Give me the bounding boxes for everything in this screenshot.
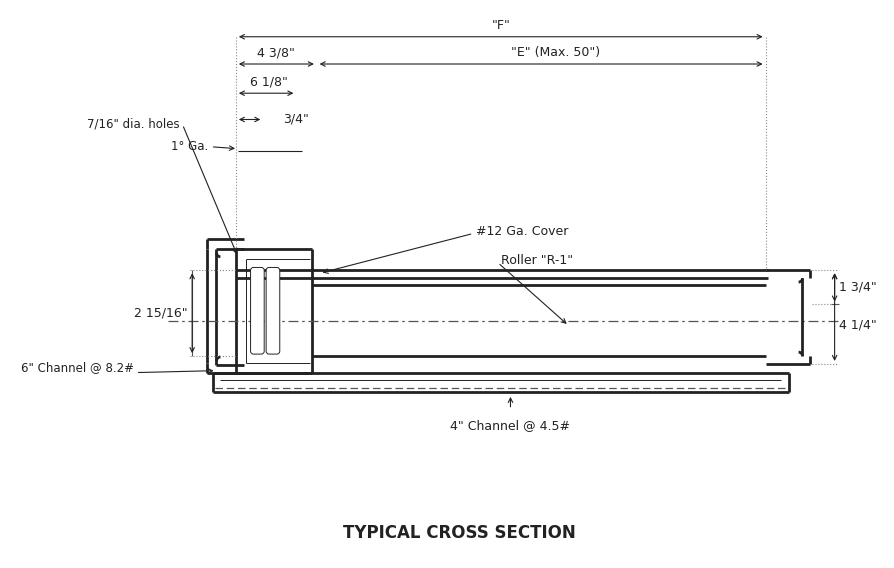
Text: 2 15/16": 2 15/16" [134,307,187,320]
Text: 6 1/8": 6 1/8" [250,76,288,89]
Text: 1 3/4": 1 3/4" [839,281,877,294]
Text: 3/4": 3/4" [283,113,308,126]
Text: 4 1/4": 4 1/4" [839,319,877,331]
Text: TYPICAL CROSS SECTION: TYPICAL CROSS SECTION [342,524,575,542]
Text: #12 Ga. Cover: #12 Ga. Cover [477,225,569,238]
FancyBboxPatch shape [266,268,280,354]
FancyBboxPatch shape [250,268,265,354]
Text: 4" Channel @ 4.5#: 4" Channel @ 4.5# [451,419,570,432]
Text: 1° Ga.: 1° Ga. [172,140,208,153]
Text: "E" (Max. 50"): "E" (Max. 50") [510,46,600,59]
Text: 6" Channel @ 8.2#: 6" Channel @ 8.2# [21,361,134,374]
Text: "F": "F" [492,19,510,32]
Text: 7/16" dia. holes: 7/16" dia. holes [87,118,180,131]
Text: 4 3/8": 4 3/8" [257,46,295,59]
Text: Roller "R-1": Roller "R-1" [501,254,573,267]
